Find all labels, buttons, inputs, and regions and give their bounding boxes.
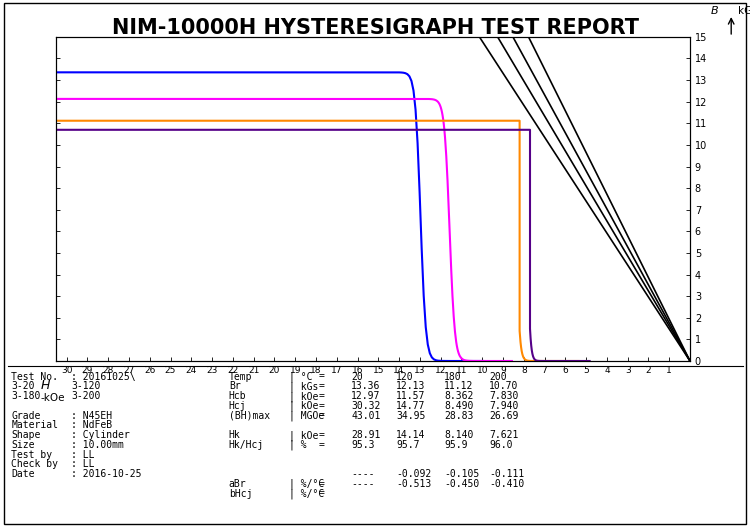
Text: 12.97: 12.97 [351,391,380,401]
Text: : NdFeB: : NdFeB [71,421,112,430]
Text: Hk: Hk [229,430,241,440]
Text: 7.940: 7.940 [489,401,518,411]
Text: Date: Date [11,469,34,479]
Text: Br: Br [229,382,241,391]
Text: -0.410: -0.410 [489,479,524,489]
Text: 8.362: 8.362 [444,391,473,401]
Text: : LL: : LL [71,450,94,460]
Text: 14.77: 14.77 [396,401,425,411]
Text: 20: 20 [351,372,363,382]
Text: bHcj: bHcj [229,489,252,499]
Text: ----: ---- [351,469,374,479]
Text: 28.83: 28.83 [444,411,473,421]
Text: Check by: Check by [11,459,58,469]
Text: NIM-10000H HYSTERESIGRAPH TEST REPORT: NIM-10000H HYSTERESIGRAPH TEST REPORT [112,18,638,38]
Text: Material: Material [11,421,58,430]
Text: kGs: kGs [737,6,750,16]
Text: -0.513: -0.513 [396,479,431,489]
Text: 3-120: 3-120 [71,382,100,391]
Text: : N45EH: : N45EH [71,411,112,421]
Text: 12.13: 12.13 [396,382,425,391]
Text: Grade: Grade [11,411,40,421]
Text: 26.69: 26.69 [489,411,518,421]
Text: Hk/Hcj: Hk/Hcj [229,440,264,450]
Text: | %: | % [289,440,306,450]
Text: 3-180: 3-180 [11,391,40,401]
Text: | kOe: | kOe [289,401,318,411]
Text: ----: ---- [351,479,374,489]
Text: 28.91: 28.91 [351,430,380,440]
Text: 3-200: 3-200 [71,391,100,401]
Text: 3-20: 3-20 [11,382,34,391]
Text: H: H [40,379,50,392]
Text: =: = [319,391,325,401]
Text: Test No.: Test No. [11,372,58,382]
Text: 200: 200 [489,372,507,382]
Text: =: = [319,401,325,411]
Text: 30.32: 30.32 [351,401,380,411]
Text: 7.621: 7.621 [489,430,518,440]
Text: 14.14: 14.14 [396,430,425,440]
Text: 10.70: 10.70 [489,382,518,391]
Text: (BH)max: (BH)max [229,411,270,421]
Text: | %/°C: | %/°C [289,489,324,499]
Text: | °C: | °C [289,372,312,382]
Text: 7.830: 7.830 [489,391,518,401]
Text: =: = [319,372,325,382]
Text: aBr: aBr [229,479,246,489]
Text: 34.95: 34.95 [396,411,425,421]
Text: B: B [711,6,718,16]
Text: Size: Size [11,440,34,450]
Text: 120: 120 [396,372,414,382]
Text: | kOe: | kOe [289,391,318,402]
Text: 8.490: 8.490 [444,401,473,411]
Text: Hcb: Hcb [229,391,246,401]
Text: =: = [319,382,325,391]
Text: 95.9: 95.9 [444,440,467,450]
Text: : 2016-10-25: : 2016-10-25 [71,469,142,479]
Text: 13.36: 13.36 [351,382,380,391]
Text: 180: 180 [444,372,461,382]
Text: Test by: Test by [11,450,53,460]
Text: =: = [319,430,325,440]
Text: -0.092: -0.092 [396,469,431,479]
Text: Shape: Shape [11,430,40,440]
Text: | kGs: | kGs [289,382,318,392]
Text: : Cylinder: : Cylinder [71,430,130,440]
Text: Hcj: Hcj [229,401,246,411]
Text: -0.450: -0.450 [444,479,479,489]
Text: : 10.00mm: : 10.00mm [71,440,124,450]
Text: : 20161025\: : 20161025\ [71,372,136,382]
Text: =: = [319,489,325,499]
Text: 96.0: 96.0 [489,440,512,450]
Text: =: = [319,411,325,421]
Text: =: = [319,479,325,489]
Text: =: = [319,440,325,450]
Text: 95.3: 95.3 [351,440,374,450]
Text: | %/°C: | %/°C [289,479,324,489]
Text: 43.01: 43.01 [351,411,380,421]
Text: 8.140: 8.140 [444,430,473,440]
Text: 11.12: 11.12 [444,382,473,391]
Text: | kOe: | kOe [289,430,318,441]
Text: 95.7: 95.7 [396,440,419,450]
Text: -0.105: -0.105 [444,469,479,479]
Text: -kOe: -kOe [40,393,65,403]
Text: 11.57: 11.57 [396,391,425,401]
Text: Temp: Temp [229,372,252,382]
Text: -0.111: -0.111 [489,469,524,479]
Text: : LL: : LL [71,459,94,469]
Text: | MGOe: | MGOe [289,411,324,421]
